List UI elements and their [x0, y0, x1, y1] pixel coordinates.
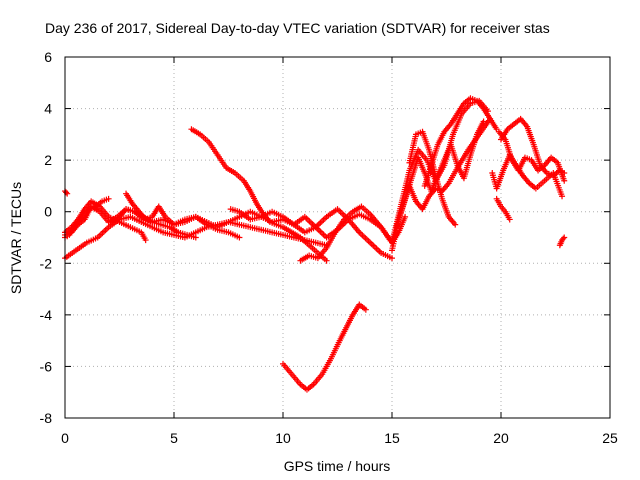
y-tick-label: -2: [40, 255, 53, 271]
data-marks: [62, 95, 568, 393]
x-tick-label: 0: [61, 430, 69, 446]
data-point: [452, 221, 459, 228]
series-arc14: [406, 128, 459, 228]
y-tick-labels: -8 -6 -4 -2 0 2 4 6: [40, 49, 53, 426]
grid: [65, 57, 610, 418]
chart-title: Day 236 of 2017, Sidereal Day-to-day VTE…: [45, 20, 550, 36]
series-arc8: [188, 126, 330, 264]
data-point: [142, 237, 149, 244]
x-tick-label: 25: [602, 430, 618, 446]
x-axis-label: GPS time / hours: [284, 458, 391, 474]
data-point: [362, 306, 369, 313]
series-arc17: [498, 115, 568, 179]
data-point: [561, 234, 568, 241]
data-point: [561, 170, 568, 177]
series-arc7: [123, 190, 243, 241]
tick-marks: [64, 56, 611, 419]
data-point: [192, 234, 199, 241]
x-tick-label: 10: [275, 430, 291, 446]
series-arc10: [280, 301, 369, 393]
series-arc4: [62, 195, 112, 241]
series-arc18: [489, 151, 566, 200]
data-point: [560, 235, 567, 242]
series-arc15: [421, 95, 500, 189]
x-tick-label: 20: [493, 430, 509, 446]
x-tick-label: 15: [384, 430, 400, 446]
series-arc20: [556, 234, 568, 249]
series-arc5: [62, 188, 71, 197]
data-point: [402, 213, 409, 220]
y-axis-label: SDTVAR / TECUs: [8, 182, 24, 294]
data-point: [63, 189, 70, 196]
y-tick-label: -4: [40, 307, 53, 323]
data-point: [561, 177, 568, 184]
data-point: [105, 195, 112, 202]
y-tick-label: 6: [44, 49, 52, 65]
data-point: [236, 234, 243, 241]
x-tick-labels: 0 5 10 15 20 25: [61, 430, 618, 446]
y-tick-label: -6: [40, 358, 53, 374]
data-point: [389, 255, 395, 262]
y-tick-label: 2: [44, 152, 52, 168]
plot-frame: [64, 56, 611, 419]
x-tick-label: 5: [170, 430, 178, 446]
y-tick-label: -8: [40, 410, 53, 426]
series-arc19: [493, 195, 513, 223]
data-point: [559, 193, 566, 200]
y-tick-label: 0: [44, 204, 52, 220]
series-arc13: [393, 115, 494, 231]
data-point: [506, 216, 513, 223]
data-point: [323, 257, 330, 264]
y-tick-label: 4: [44, 101, 52, 117]
